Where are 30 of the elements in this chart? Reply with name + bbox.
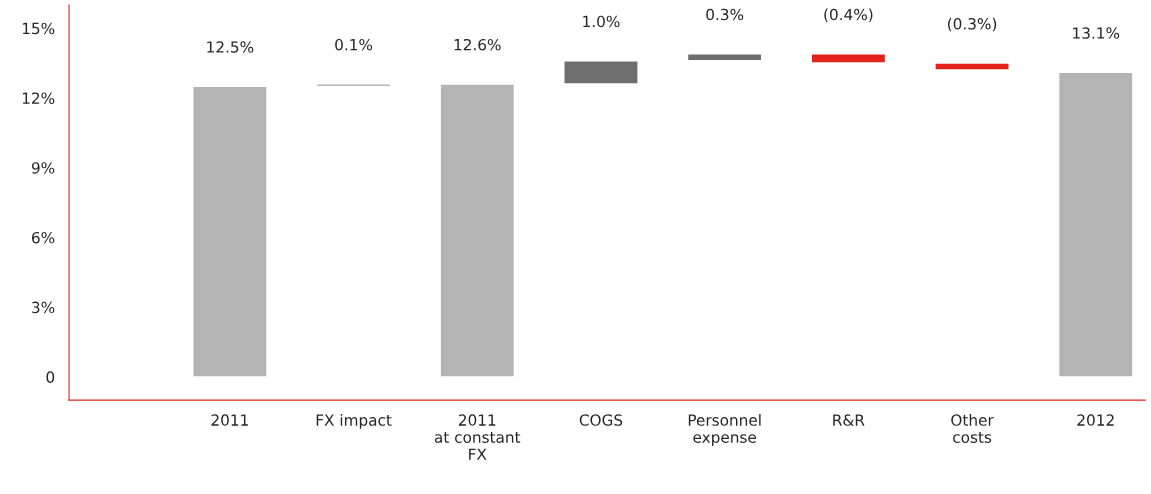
x-tick-label: R&R <box>833 414 865 426</box>
bar <box>192 85 268 378</box>
bar <box>315 83 392 87</box>
y-tick-label: 3% <box>32 301 55 314</box>
data-label: (0.3%) <box>948 17 997 32</box>
x-tick-label: 2011 at constant FX <box>434 414 521 460</box>
x-tick-label: Personnel expense <box>688 414 761 446</box>
bar <box>810 53 887 64</box>
bar <box>439 83 516 378</box>
y-tick-label: 12% <box>22 92 55 104</box>
data-label: 13.1% <box>1073 27 1120 39</box>
x-tick-label: FX impact <box>316 414 392 429</box>
data-label: 0.1% <box>335 38 373 51</box>
bar <box>934 62 1010 71</box>
y-tick-label: 0 <box>46 371 55 383</box>
y-tick-label: 15% <box>22 22 55 35</box>
data-label: 12.6% <box>454 38 501 51</box>
data-label: (0.4%) <box>824 8 873 23</box>
x-tick-label: 2011 <box>211 414 248 426</box>
x-tick-label: Other costs <box>951 414 994 443</box>
y-tick-label: 9% <box>31 162 55 174</box>
x-tick-label: COGS <box>579 414 623 426</box>
data-label: 12.5% <box>207 41 254 53</box>
bar <box>1057 71 1134 378</box>
y-tick-label: 6% <box>32 231 55 244</box>
data-label: 0.3% <box>706 8 744 21</box>
x-tick-label: 2012 <box>1077 414 1114 426</box>
bar <box>686 53 763 62</box>
data-label: 1.0% <box>583 15 620 28</box>
bar <box>563 60 639 85</box>
